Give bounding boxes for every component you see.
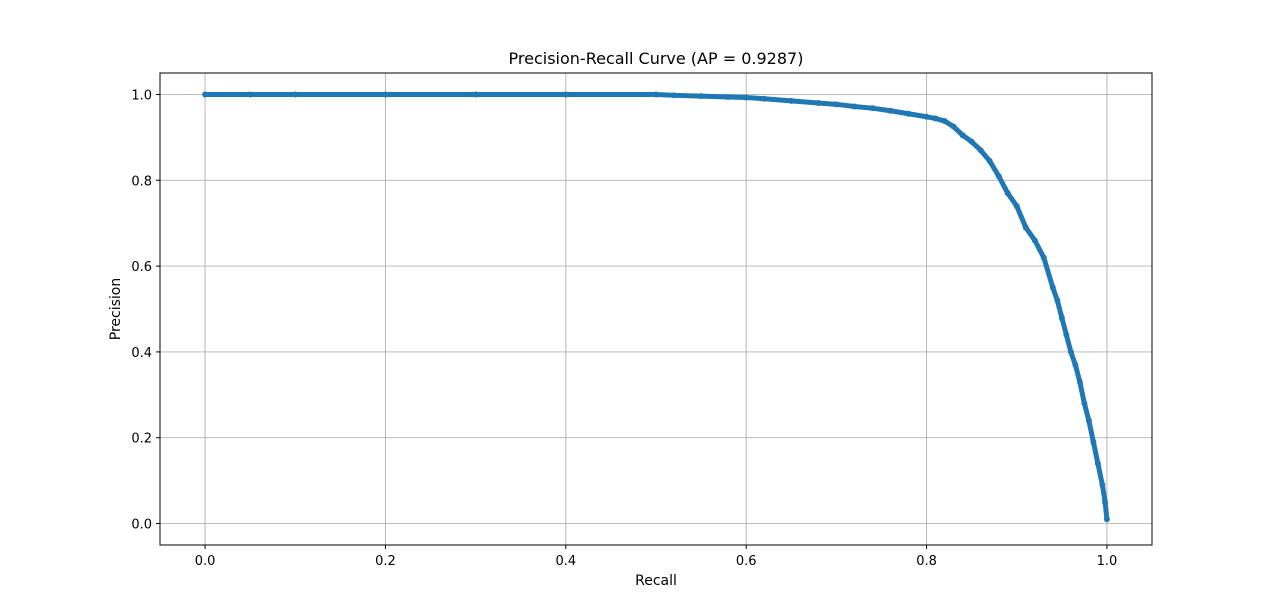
data-point [932,115,939,122]
x-axis-title: Recall [635,573,677,589]
data-point [977,147,984,154]
data-point [1013,203,1020,210]
data-point [698,93,705,100]
data-point [851,103,858,110]
data-point [725,94,732,101]
data-point [743,94,750,101]
data-point [1004,190,1011,197]
data-point [887,107,894,114]
data-point [382,91,389,98]
data-point [941,118,948,125]
data-point [986,157,993,164]
y-axis: 0.0 0.2 0.4 0.6 0.8 1.0 [131,88,160,533]
x-tick-label: 1.0 [1097,554,1118,569]
y-tick-label: 0.6 [131,260,152,275]
data-point [1103,516,1110,523]
data-point [1085,417,1092,424]
y-tick-label: 0.4 [131,346,152,361]
x-tick-label: 0.8 [916,554,937,569]
x-tick-label: 0.6 [736,554,757,569]
x-tick-label: 0.4 [555,554,576,569]
data-point [1102,499,1109,506]
x-axis: 0.0 0.2 0.4 0.6 0.8 1.0 [195,545,1118,569]
data-point [562,91,569,98]
y-tick-label: 0.0 [131,518,152,533]
data-point [202,91,209,98]
data-point [1063,331,1070,338]
data-point [1067,348,1074,355]
data-point [788,97,795,104]
data-point [671,92,678,99]
data-point [1072,361,1079,368]
y-tick-label: 0.8 [131,174,152,189]
data-point [923,113,930,120]
x-tick-label: 0.0 [195,554,216,569]
y-axis-title: Precision [108,278,124,340]
data-point [1022,224,1029,231]
data-point [1040,254,1047,261]
data-point [1049,284,1056,291]
data-point [1099,481,1106,488]
plot-frame [159,72,1153,546]
data-point [761,95,768,102]
data-point [653,91,659,98]
data-point [968,138,975,145]
y-tick-label: 1.0 [131,88,152,103]
data-point [959,132,966,139]
data-point [1090,439,1097,446]
data-point [815,100,822,107]
x-tick-label: 0.2 [375,554,396,569]
data-point [292,91,299,98]
data-point [1058,314,1065,321]
data-point [1081,400,1088,407]
data-point [1076,378,1083,385]
data-point [869,105,876,112]
y-tick-label: 0.2 [131,432,152,447]
data-point [247,91,254,98]
data-point [995,172,1002,179]
series-layer [202,91,1110,523]
data-point [1031,237,1038,244]
chart-title: Precision-Recall Curve (AP = 0.9287) [509,49,804,68]
data-point [1054,297,1061,304]
data-point [1094,460,1101,467]
data-point [472,91,479,98]
data-point [833,101,840,108]
data-point [950,123,957,130]
data-point [905,110,912,117]
